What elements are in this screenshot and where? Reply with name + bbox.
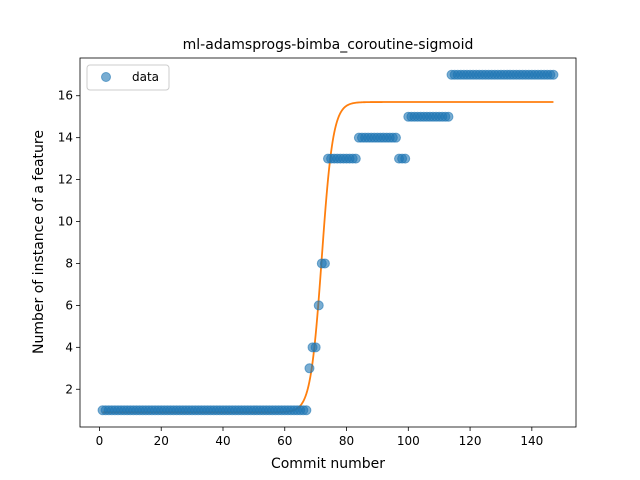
data-point bbox=[304, 363, 315, 374]
data-point bbox=[400, 153, 411, 164]
y-tick-label: 4 bbox=[65, 340, 73, 354]
points-layer bbox=[97, 69, 559, 416]
y-ticks: 2 4 6 8 10 12 14 16 bbox=[58, 89, 80, 396]
data-point bbox=[443, 111, 454, 122]
y-tick-label: 14 bbox=[58, 131, 73, 145]
x-tick-label: 60 bbox=[277, 434, 292, 448]
legend: data bbox=[86, 64, 170, 91]
x-tick-label: 120 bbox=[459, 434, 482, 448]
plot-background bbox=[80, 58, 576, 427]
legend-marker-data bbox=[101, 72, 111, 82]
chart-title: ml-adamsprogs-bimba_coroutine-sigmoid bbox=[183, 37, 474, 53]
plot-area: 0 20 40 60 80 100 120 140 2 4 6 8 10 12 14 16 bbox=[58, 57, 577, 448]
y-axis-label: Number of instance of a feature bbox=[31, 130, 47, 354]
x-axis-label: Commit number bbox=[271, 456, 385, 472]
legend-label-data: data bbox=[132, 70, 159, 84]
data-point bbox=[310, 342, 321, 353]
y-tick-label: 10 bbox=[58, 215, 73, 229]
y-tick-label: 16 bbox=[58, 89, 73, 103]
y-tick-label: 6 bbox=[65, 298, 73, 312]
x-tick-label: 20 bbox=[154, 434, 169, 448]
data-point bbox=[319, 258, 330, 269]
legend-box bbox=[86, 64, 170, 91]
x-ticks: 0 20 40 60 80 100 120 140 bbox=[96, 427, 543, 448]
x-tick-label: 80 bbox=[339, 434, 354, 448]
y-tick-label: 12 bbox=[58, 173, 73, 187]
x-tick-label: 140 bbox=[520, 434, 543, 448]
data-point bbox=[548, 69, 559, 80]
data-point bbox=[313, 300, 324, 311]
y-tick-label: 2 bbox=[65, 382, 73, 396]
y-tick-label: 8 bbox=[65, 256, 73, 270]
x-tick-label: 0 bbox=[96, 434, 104, 448]
data-point bbox=[301, 405, 312, 416]
data-point bbox=[350, 153, 361, 164]
plot-frame bbox=[79, 57, 577, 428]
x-tick-label: 40 bbox=[215, 434, 230, 448]
x-tick-label: 100 bbox=[397, 434, 420, 448]
data-point bbox=[390, 132, 401, 143]
